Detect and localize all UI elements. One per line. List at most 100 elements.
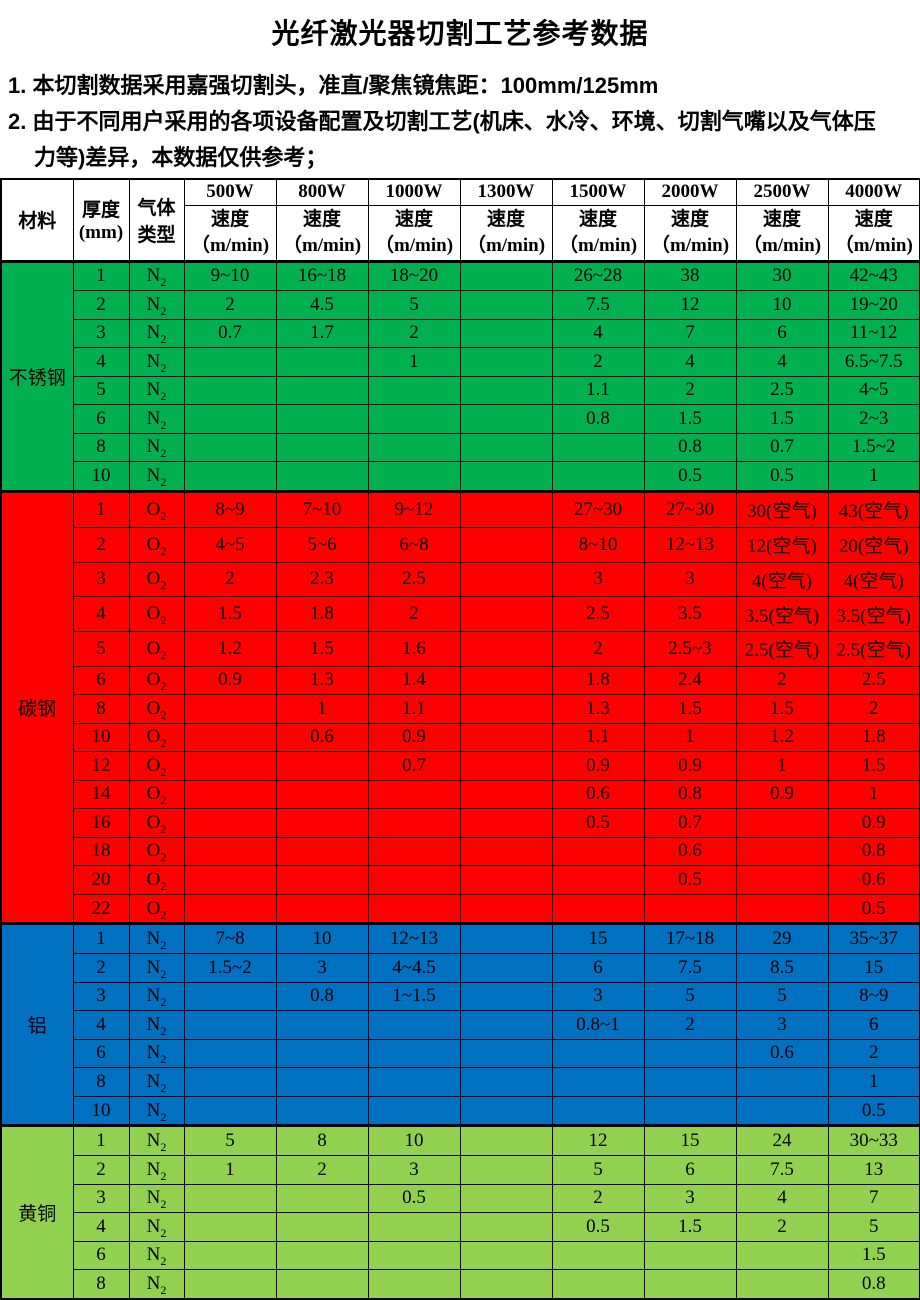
speed-value-cell: 0.5	[827, 1095, 920, 1127]
speed-value-cell	[459, 1240, 553, 1271]
speed-value-cell	[459, 665, 553, 696]
speed-value-cell: 1.5	[827, 1240, 920, 1271]
gas-type-cell: N2	[128, 461, 185, 492]
thickness-cell: 10	[72, 461, 130, 492]
speed-header: 速度 （m/min)	[367, 204, 461, 262]
speed-value-cell: 2.5	[735, 375, 829, 406]
speed-value-cell: 42~43	[827, 259, 920, 292]
speed-value-cell: 1	[827, 461, 920, 492]
speed-value-cell	[275, 865, 369, 895]
table-row: 18 O2 0.6 0.8	[1, 836, 920, 867]
speed-value-cell: 2	[735, 1212, 829, 1242]
thickness-cell: 1	[72, 922, 130, 955]
gas-type-cell: N2	[128, 1155, 185, 1185]
speed-value-cell: 1	[183, 1155, 277, 1185]
speed-value-cell	[459, 1124, 553, 1157]
speed-value-cell	[367, 1212, 461, 1242]
speed-value-cell: 2.4	[643, 665, 737, 696]
speed-header-row: 速度 （m/min) 速度 （m/min) 速度 （m/min) 速度 （m/min) …	[1, 204, 920, 262]
gas-type-cell: N2	[128, 981, 185, 1012]
speed-header: 速度 （m/min)	[275, 204, 369, 262]
speed-value-cell	[183, 981, 277, 1012]
speed-value-cell: 27~30	[551, 489, 645, 528]
speed-value-cell	[551, 836, 645, 867]
speed-value-cell: 2	[643, 1010, 737, 1040]
speed-value-cell: 1.5	[643, 1212, 737, 1242]
speed-value-cell: 0.8	[827, 836, 920, 867]
speed-value-cell: 0.9	[551, 751, 645, 781]
speed-value-cell: 0.5	[643, 461, 737, 492]
speed-value-cell: 7.5	[551, 290, 645, 320]
speed-value-cell: 1.8	[551, 665, 645, 696]
speed-value-cell	[551, 1067, 645, 1097]
speed-value-cell	[367, 1067, 461, 1097]
gas-type-cell: N2	[128, 1095, 185, 1127]
speed-value-cell	[183, 751, 277, 781]
speed-value-cell	[735, 893, 829, 925]
thickness-cell: 1	[72, 259, 130, 292]
speed-value-cell: 8~10	[551, 526, 645, 563]
gas-type-cell: N2	[128, 432, 185, 463]
speed-value-cell: 3	[367, 1155, 461, 1185]
gas-type-cell: N2	[128, 1038, 185, 1069]
speed-value-cell	[551, 893, 645, 925]
thickness-cell: 5	[72, 375, 130, 406]
table-row: 黄铜 1 N2 5 8 10 12 15 24 30~33	[0, 1124, 920, 1300]
speed-value-cell: 6.5~7.5	[827, 347, 920, 377]
speed-value-cell	[367, 404, 461, 434]
gas-type-cell: O2	[128, 836, 185, 867]
gas-type-cell: O2	[128, 489, 185, 528]
thickness-cell: 14	[72, 779, 130, 810]
thickness-cell: 6	[72, 665, 130, 696]
gas-type-cell: N2	[128, 1269, 185, 1300]
speed-value-cell: 6~8	[367, 526, 461, 563]
speed-value-cell	[459, 1212, 553, 1242]
speed-value-cell: 2.5	[551, 596, 645, 633]
table-row: 16 O2 0.5 0.7 0.9	[1, 808, 920, 838]
speed-value-cell: 16~18	[275, 259, 369, 292]
speed-value-cell	[275, 1212, 369, 1242]
speed-value-cell: 2	[551, 1183, 645, 1214]
gas-column-header: 气体 类型	[128, 178, 185, 262]
cutting-data-table: 材料 厚度 (mm) 气体 类型 500W 800W 1000W 1300W 1…	[0, 178, 920, 1300]
speed-value-cell: 1.6	[367, 631, 461, 667]
speed-value-cell	[275, 461, 369, 492]
speed-value-cell: 1.3	[551, 694, 645, 724]
speed-value-cell: 0.9	[827, 808, 920, 838]
power-header-500w: 500W	[183, 178, 277, 206]
table-row: 铝 1 N2 7~8 10 12~13 15 17~18 29 35~37	[0, 922, 920, 1127]
gas-type-cell: N2	[128, 347, 185, 377]
thickness-cell: 4	[72, 1010, 130, 1040]
speed-header: 速度 （m/min)	[183, 204, 277, 262]
thickness-cell: 3	[72, 1183, 130, 1214]
speed-value-cell: 4(空气)	[735, 561, 829, 598]
speed-value-cell: 4	[735, 1183, 829, 1214]
speed-value-cell	[275, 1183, 369, 1214]
speed-value-cell: 0.6	[275, 722, 369, 753]
speed-value-cell	[367, 836, 461, 867]
speed-value-cell: 1.5	[735, 694, 829, 724]
table-row: 2 N2 1.5~2 3 4~4.5 6 7.5 8.5 15	[1, 953, 920, 983]
speed-value-cell	[367, 808, 461, 838]
speed-value-cell: 1.5~2	[183, 953, 277, 983]
speed-value-cell: 11~12	[827, 318, 920, 349]
speed-value-cell: 2	[643, 375, 737, 406]
gas-type-cell: N2	[128, 404, 185, 434]
speed-value-cell	[275, 404, 369, 434]
speed-value-cell: 5	[643, 981, 737, 1012]
speed-value-cell	[551, 1095, 645, 1127]
speed-value-cell	[459, 561, 553, 598]
speed-value-cell: 3.5	[643, 596, 737, 633]
thickness-cell: 1	[72, 489, 130, 528]
thickness-cell: 4	[72, 596, 130, 633]
speed-value-cell: 4~5	[827, 375, 920, 406]
speed-value-cell	[459, 596, 553, 633]
speed-value-cell: 2.3	[275, 561, 369, 598]
power-header-4000w: 4000W	[827, 178, 920, 206]
speed-value-cell	[459, 836, 553, 867]
speed-value-cell: 3	[551, 561, 645, 598]
gas-type-cell: O2	[128, 596, 185, 633]
table-row: 6 O2 0.9 1.3 1.4 1.8 2.4 2 2.5	[1, 665, 920, 696]
speed-value-cell: 26~28	[551, 259, 645, 292]
table-row: 8 N2 0.8 0.7 1.5~2	[1, 432, 920, 463]
